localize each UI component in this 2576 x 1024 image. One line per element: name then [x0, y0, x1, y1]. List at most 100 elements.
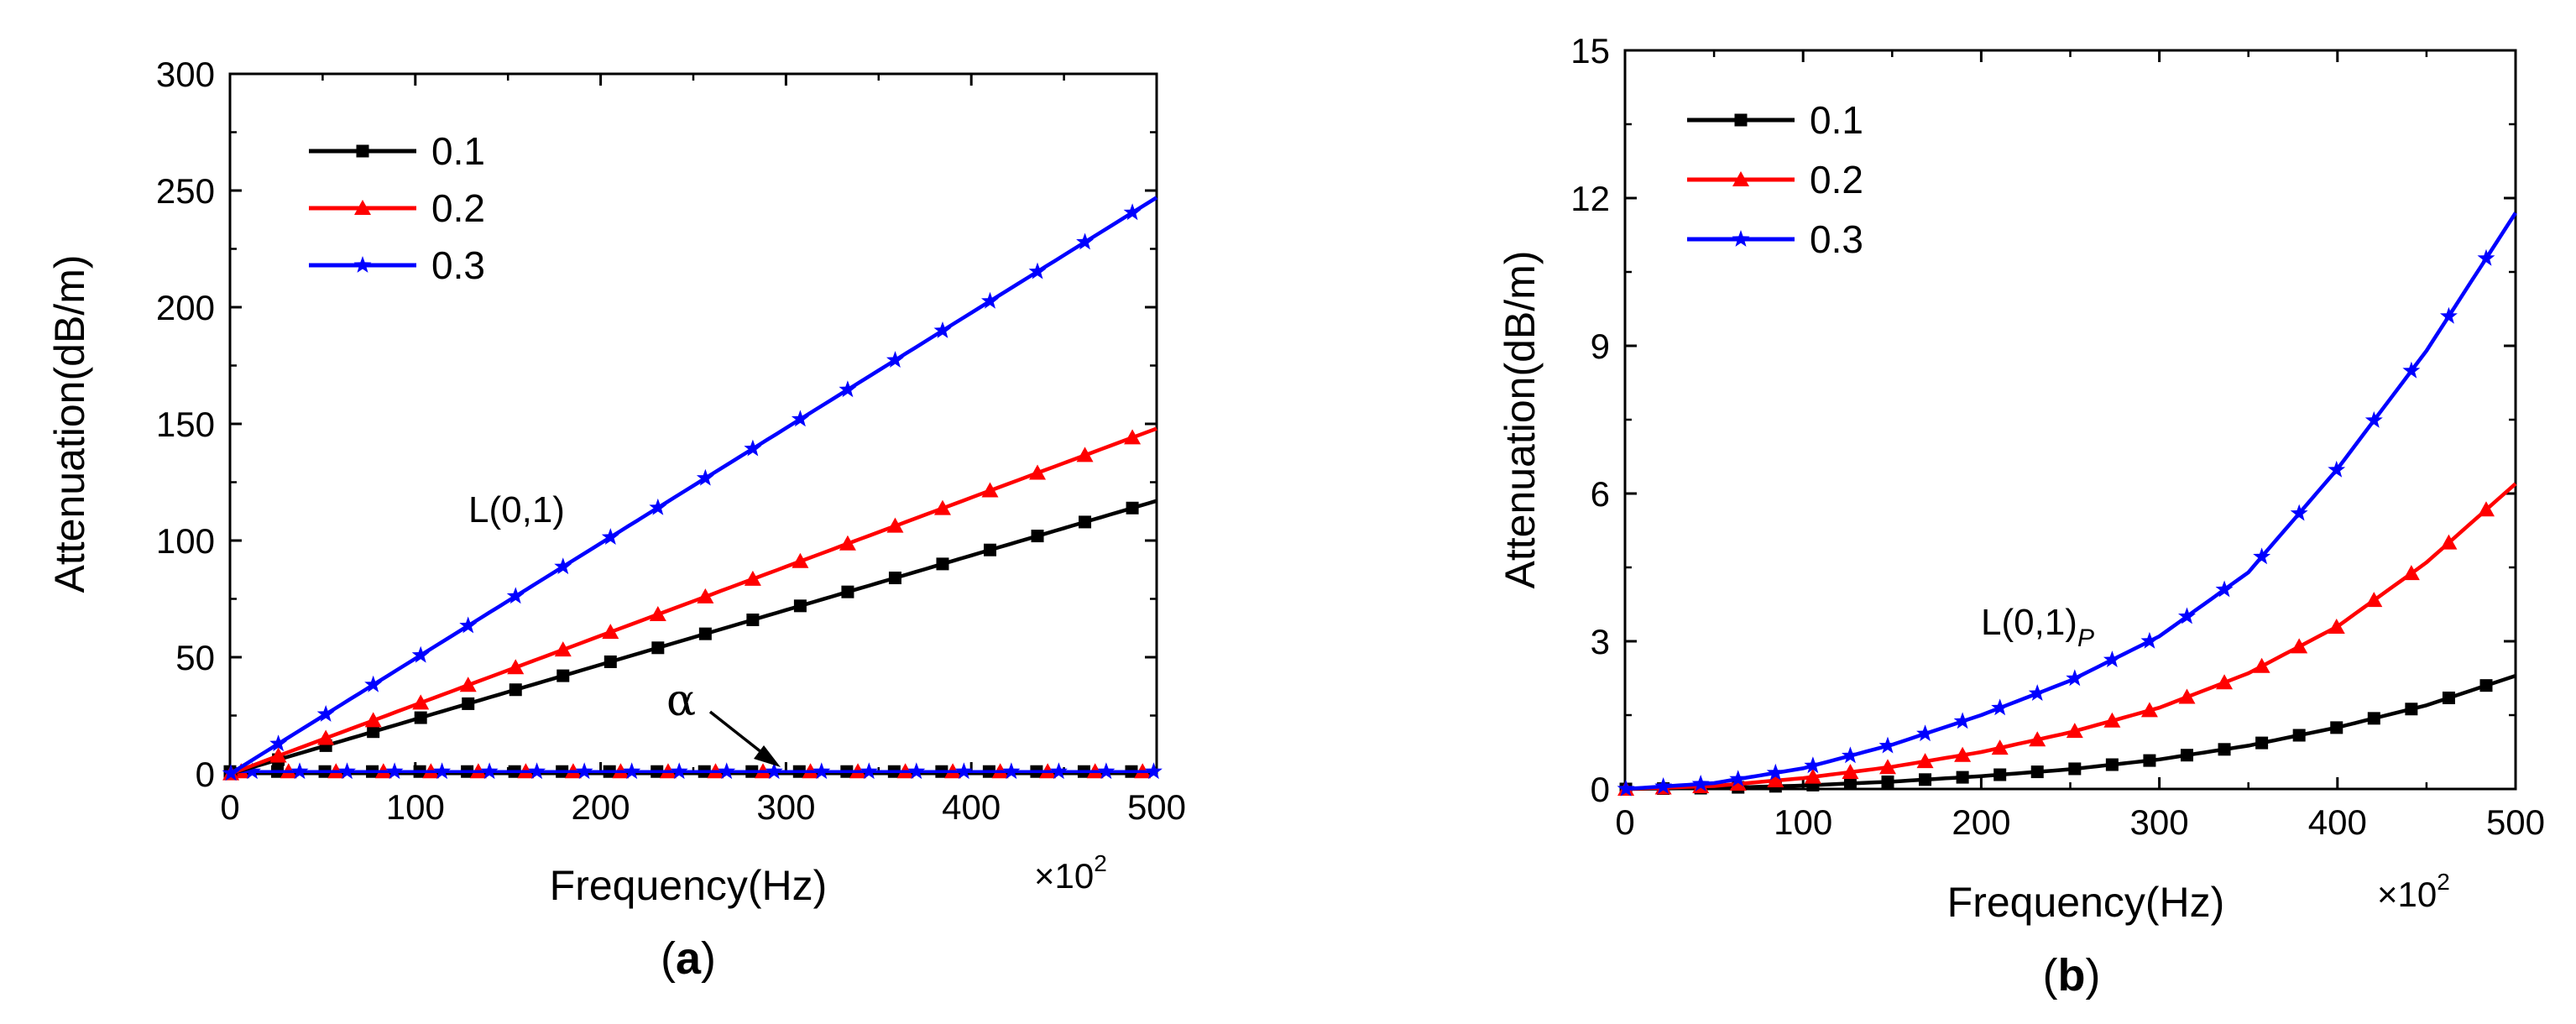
- alpha-label: α: [666, 676, 696, 726]
- data-point: [746, 613, 760, 626]
- alpha-marker: [528, 762, 546, 780]
- alpha-marker: [243, 762, 261, 780]
- alpha-marker: [1145, 762, 1163, 780]
- alpha-marker: [1002, 762, 1021, 780]
- alpha-arrow-shaft: [708, 710, 767, 757]
- data-point: [2402, 361, 2421, 379]
- data-point: [791, 410, 809, 427]
- y-tick-label: 12: [1570, 179, 1610, 218]
- data-point: [2140, 702, 2158, 718]
- data-point: [1843, 776, 1857, 790]
- data-point: [2291, 638, 2308, 654]
- series-0-1: [224, 499, 1157, 781]
- x-tick-label: 400: [942, 787, 1001, 827]
- data-point: [364, 675, 383, 692]
- y-tick-label: 3: [1591, 622, 1610, 661]
- data-point: [506, 587, 525, 604]
- panel-caption: (b): [2043, 950, 2101, 1000]
- data-point: [1842, 746, 1859, 764]
- legend-marker: [1732, 171, 1749, 186]
- data-point: [2180, 749, 2193, 762]
- mode-label-subscript: P: [2077, 624, 2094, 652]
- alpha-arrow-head: [754, 745, 781, 767]
- series-line: [1624, 212, 2517, 792]
- alpha-marker: [954, 762, 973, 780]
- data-point: [1878, 759, 1896, 775]
- series-line: [228, 196, 1158, 776]
- data-point: [2440, 534, 2458, 550]
- legend-marker: [354, 200, 371, 215]
- legend-marker: [1734, 113, 1748, 127]
- caption-close: ): [701, 933, 716, 984]
- data-point: [2292, 729, 2306, 742]
- data-point: [2143, 754, 2156, 767]
- data-point: [981, 291, 999, 309]
- data-point: [462, 697, 475, 710]
- data-point: [696, 468, 714, 486]
- series-0-3: [1617, 212, 2517, 797]
- data-point: [554, 641, 572, 657]
- data-point: [1076, 447, 1094, 462]
- data-point: [2330, 721, 2343, 734]
- data-point: [839, 380, 857, 398]
- data-point: [649, 498, 667, 515]
- chart-panel-a: 0 100 200 300 400 500 0 50 100 150 200 250 300 Freque…: [46, 55, 1186, 984]
- x-multiplier-exponent: 2: [2437, 869, 2450, 895]
- data-point: [1031, 530, 1044, 543]
- data-point: [651, 641, 665, 655]
- data-point: [886, 351, 904, 368]
- alpha-marker: [670, 762, 688, 780]
- x-multiplier-base: ×10: [1034, 856, 1094, 896]
- alpha-marker: [907, 762, 926, 780]
- data-point: [2215, 580, 2234, 598]
- alpha-marker: [1050, 762, 1068, 780]
- legend-label: 0.2: [431, 186, 485, 230]
- data-point: [2178, 607, 2196, 624]
- data-point: [1842, 763, 1859, 779]
- plot-frame: [228, 72, 1158, 776]
- data-point: [411, 645, 430, 663]
- data-point: [1123, 203, 1142, 221]
- x-tick-label: 300: [756, 787, 815, 827]
- x-tick-label: 300: [2130, 802, 2189, 842]
- data-point: [316, 705, 335, 722]
- alpha-marker: [718, 762, 736, 780]
- data-point: [2364, 410, 2383, 428]
- alpha-marker: [338, 762, 356, 780]
- series-alpha-0-3: [230, 762, 1163, 780]
- data-point: [317, 729, 335, 745]
- alpha-marker: [765, 762, 783, 780]
- x-multiplier-exponent: 2: [1094, 850, 1107, 876]
- data-point: [1124, 429, 1142, 445]
- data-point: [367, 725, 380, 739]
- alpha-marker: [433, 762, 452, 780]
- chart-panel-b: 0 100 200 300 400 500 0 3 6 9 12 15 Frequency(Hz) Att…: [1497, 31, 2545, 1000]
- data-point: [1881, 775, 1894, 788]
- panel-caption: (a): [661, 933, 716, 984]
- data-point: [2365, 592, 2383, 608]
- legend-marker: [353, 256, 372, 273]
- data-point: [933, 321, 952, 338]
- data-point: [1954, 746, 1972, 762]
- data-point: [1993, 768, 2007, 781]
- data-point: [2255, 736, 2269, 750]
- y-tick-label: 6: [1591, 474, 1610, 514]
- data-point: [792, 552, 809, 568]
- legend: 0.1 0.2 0.3: [309, 129, 485, 287]
- data-point: [886, 517, 904, 533]
- alpha-marker: [860, 762, 878, 780]
- legend: 0.1 0.2 0.3: [1687, 98, 1863, 261]
- data-point: [1729, 770, 1748, 787]
- x-multiplier-base: ×10: [2377, 875, 2437, 914]
- data-point: [556, 669, 570, 682]
- data-point: [604, 655, 617, 668]
- y-tick-label: 300: [156, 55, 215, 94]
- data-point: [1654, 777, 1673, 794]
- data-point: [1028, 262, 1047, 280]
- alpha-marker: [813, 762, 831, 780]
- series-0-2: [222, 426, 1157, 781]
- data-point: [1916, 753, 1934, 769]
- x-tick-label: 0: [220, 787, 239, 827]
- caption-letter: a: [676, 933, 702, 984]
